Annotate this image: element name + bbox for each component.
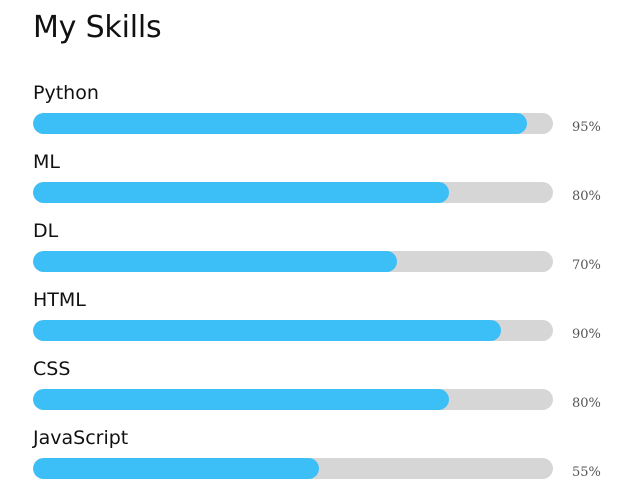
progress-track xyxy=(33,389,553,410)
progress-fill xyxy=(33,251,397,272)
skill-javascript: JavaScript 55% xyxy=(33,424,613,493)
skill-label: JavaScript xyxy=(33,427,129,449)
progress-track xyxy=(33,320,553,341)
progress-track xyxy=(33,458,553,479)
skill-label: ML xyxy=(33,151,60,173)
skill-label: HTML xyxy=(33,289,86,311)
page-title: My Skills xyxy=(33,10,162,45)
skill-css: CSS 80% xyxy=(33,355,613,424)
progress-fill xyxy=(33,113,527,134)
progress-track xyxy=(33,251,553,272)
skill-ml: ML 80% xyxy=(33,148,613,217)
skill-html: HTML 90% xyxy=(33,286,613,355)
progress-track xyxy=(33,113,553,134)
skill-label: CSS xyxy=(33,358,71,380)
skill-python: Python 95% xyxy=(33,79,613,148)
skill-label: Python xyxy=(33,82,99,104)
skills-list: Python 95% ML 80% DL 70% HTML 90% CSS 80… xyxy=(33,79,613,493)
progress-fill xyxy=(33,458,319,479)
progress-fill xyxy=(33,182,449,203)
skill-label: DL xyxy=(33,220,59,242)
progress-track xyxy=(33,182,553,203)
skill-percent: 90% xyxy=(572,327,601,342)
progress-fill xyxy=(33,320,501,341)
progress-fill xyxy=(33,389,449,410)
skill-percent: 80% xyxy=(572,396,601,411)
skill-dl: DL 70% xyxy=(33,217,613,286)
skill-percent: 80% xyxy=(572,189,601,204)
skill-percent: 70% xyxy=(572,258,601,273)
skill-percent: 55% xyxy=(572,465,601,480)
skill-percent: 95% xyxy=(572,120,601,135)
